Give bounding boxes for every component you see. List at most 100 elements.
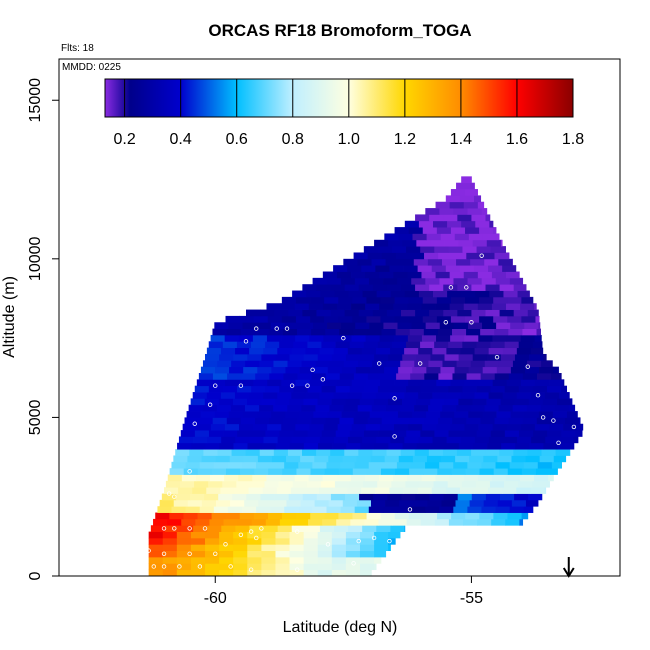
sample-point bbox=[166, 491, 172, 496]
heatmap-cell bbox=[308, 474, 324, 482]
heatmap-cell bbox=[510, 366, 526, 374]
heatmap-cell bbox=[522, 373, 538, 380]
heatmap-cell bbox=[461, 176, 472, 184]
heatmap-cell bbox=[192, 487, 207, 494]
heatmap-cell bbox=[392, 518, 408, 526]
heatmap-cell bbox=[275, 556, 290, 564]
heatmap-cell bbox=[309, 334, 324, 342]
heatmap-cell bbox=[355, 366, 371, 374]
heatmap-cell bbox=[354, 277, 370, 285]
heatmap-cell bbox=[352, 315, 367, 323]
heatmap-cell bbox=[339, 417, 354, 425]
heatmap-cell bbox=[303, 544, 319, 552]
heatmap-cell bbox=[289, 544, 305, 552]
sample-point bbox=[525, 364, 530, 369]
sample-point bbox=[320, 377, 326, 382]
heatmap-cell bbox=[476, 430, 492, 437]
heatmap-cell bbox=[210, 334, 226, 342]
heatmap-cell bbox=[281, 315, 297, 323]
heatmap-cell bbox=[359, 353, 375, 361]
heatmap-cell bbox=[442, 404, 457, 412]
heatmap-cell bbox=[447, 480, 463, 488]
heatmap-cell bbox=[508, 252, 510, 260]
heatmap-cell bbox=[221, 436, 236, 444]
heatmap-cell bbox=[436, 227, 452, 234]
heatmap-cell bbox=[528, 398, 544, 406]
heatmap-cell bbox=[379, 303, 394, 310]
heatmap-cell bbox=[461, 220, 476, 228]
heatmap-cell bbox=[475, 290, 490, 298]
heatmap-cell bbox=[441, 455, 456, 463]
heatmap-cell bbox=[180, 430, 196, 437]
heatmap-cell bbox=[422, 315, 438, 323]
heatmap-cell bbox=[247, 569, 262, 576]
heatmap-cell bbox=[263, 392, 278, 399]
heatmap-cell bbox=[347, 347, 363, 355]
heatmap-cell bbox=[338, 296, 353, 304]
heatmap-cell bbox=[384, 366, 399, 374]
heatmap-cell bbox=[532, 480, 547, 488]
heatmap-cell bbox=[467, 277, 483, 285]
heatmap-cell bbox=[526, 404, 542, 412]
heatmap-cell bbox=[287, 360, 302, 368]
heatmap-cell bbox=[394, 227, 410, 234]
heatmap-cell bbox=[321, 341, 336, 349]
heatmap-cell bbox=[287, 404, 302, 412]
heatmap-cell bbox=[177, 442, 192, 450]
sample-point bbox=[443, 320, 449, 325]
heatmap-cell bbox=[400, 284, 416, 291]
sample-point bbox=[172, 526, 177, 531]
heatmap-cell bbox=[467, 506, 482, 513]
heatmap-cell bbox=[573, 436, 579, 444]
heatmap-cell bbox=[481, 208, 488, 215]
heatmap-cell bbox=[201, 499, 217, 507]
heatmap-cell bbox=[538, 411, 554, 418]
heatmap-cell bbox=[317, 537, 333, 545]
heatmap-cell bbox=[554, 404, 570, 412]
heatmap-cell bbox=[243, 455, 259, 463]
heatmap-cell bbox=[319, 436, 335, 444]
heatmap-cell bbox=[219, 569, 234, 576]
heatmap-cell bbox=[295, 379, 310, 387]
heatmap-cell bbox=[392, 430, 407, 437]
heatmap-cell bbox=[498, 258, 513, 266]
heatmap-cell bbox=[270, 461, 285, 469]
heatmap-cell bbox=[476, 341, 491, 349]
heatmap-cell bbox=[317, 353, 333, 361]
heatmap-cell bbox=[491, 271, 507, 279]
heatmap-cell bbox=[222, 480, 237, 488]
heatmap-cell bbox=[443, 214, 458, 222]
heatmap-cell bbox=[240, 417, 256, 425]
heatmap-cell bbox=[400, 309, 416, 317]
heatmap-cell bbox=[354, 461, 370, 469]
heatmap-cell bbox=[348, 525, 363, 532]
heatmap-cell bbox=[477, 518, 492, 526]
heatmap-cell bbox=[261, 398, 276, 406]
heatmap-cell bbox=[224, 334, 240, 342]
heatmap-cell bbox=[288, 493, 304, 501]
heatmap-cell bbox=[415, 214, 430, 222]
heatmap-cell bbox=[247, 398, 262, 406]
heatmap-cell bbox=[450, 315, 466, 323]
heatmap-cell bbox=[508, 417, 524, 425]
heatmap-cell bbox=[471, 309, 486, 317]
heatmap-cell bbox=[420, 430, 435, 437]
heatmap-cell bbox=[420, 385, 435, 393]
sample-point bbox=[341, 335, 346, 341]
heatmap-cell bbox=[374, 550, 387, 558]
heatmap-cell bbox=[413, 258, 429, 266]
heatmap-cell bbox=[524, 411, 540, 418]
heatmap-cell bbox=[493, 227, 497, 234]
heatmap-cell bbox=[233, 353, 248, 361]
heatmap-cell bbox=[338, 468, 354, 475]
heatmap-cell bbox=[203, 449, 218, 456]
heatmap-cell bbox=[303, 569, 319, 576]
heatmap-cell bbox=[303, 353, 319, 361]
heatmap-cell bbox=[162, 537, 178, 545]
heatmap-cell bbox=[477, 303, 493, 310]
heatmap-cell bbox=[281, 334, 296, 342]
heatmap-cell bbox=[373, 398, 389, 406]
heatmap-cell bbox=[265, 430, 280, 437]
heatmap-cell bbox=[317, 398, 332, 406]
heatmap-cell bbox=[281, 379, 296, 387]
